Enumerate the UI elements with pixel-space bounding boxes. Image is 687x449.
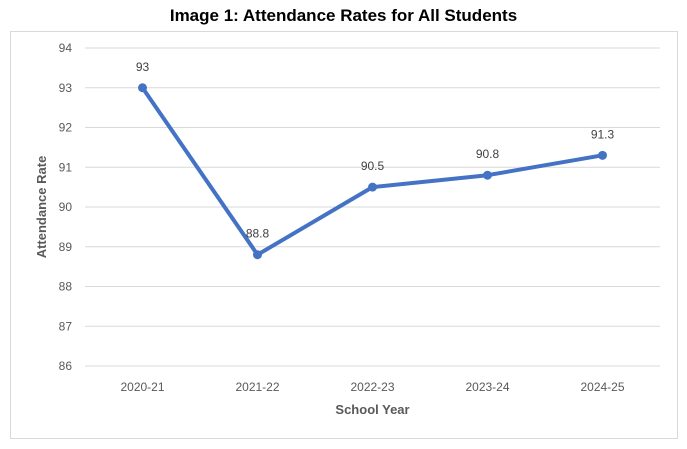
data-point [253, 250, 262, 260]
chart-title: Image 1: Attendance Rates for All Studen… [169, 6, 518, 25]
y-tick-label: 88 [59, 280, 73, 294]
x-axis-ticks: 2020-21 2021-22 2022-23 2023-24 2024-25 [120, 380, 624, 394]
y-tick-label: 87 [59, 319, 73, 333]
x-tick-label: 2021-22 [235, 380, 279, 394]
y-axis-ticks: 86 87 88 89 90 91 92 93 94 [59, 41, 73, 373]
chart-area-frame [10, 31, 678, 439]
y-axis-title: Attendance Rate [34, 156, 49, 259]
data-label: 90.8 [476, 147, 500, 161]
data-point [483, 170, 492, 180]
data-labels: 93 88.8 90.5 90.8 91.3 [136, 60, 615, 241]
data-point [368, 182, 377, 192]
series-attendance [138, 83, 607, 260]
data-point [598, 150, 607, 160]
gridlines [85, 47, 660, 367]
y-tick-label: 89 [59, 240, 73, 254]
data-label: 88.8 [246, 227, 270, 241]
data-label: 91.3 [591, 127, 615, 141]
x-tick-label: 2024-25 [580, 380, 624, 394]
y-tick-label: 90 [59, 200, 73, 214]
data-label: 93 [136, 60, 150, 74]
data-label: 90.5 [361, 159, 385, 173]
x-tick-label: 2020-21 [120, 380, 164, 394]
x-tick-label: 2023-24 [465, 380, 509, 394]
x-tick-label: 2022-23 [350, 380, 394, 394]
y-tick-label: 92 [59, 121, 73, 135]
y-tick-label: 91 [59, 160, 73, 174]
y-tick-label: 94 [59, 41, 73, 55]
x-axis-title: School Year [335, 402, 409, 417]
y-tick-label: 93 [59, 81, 73, 95]
y-tick-label: 86 [59, 359, 73, 373]
data-point [138, 83, 147, 93]
